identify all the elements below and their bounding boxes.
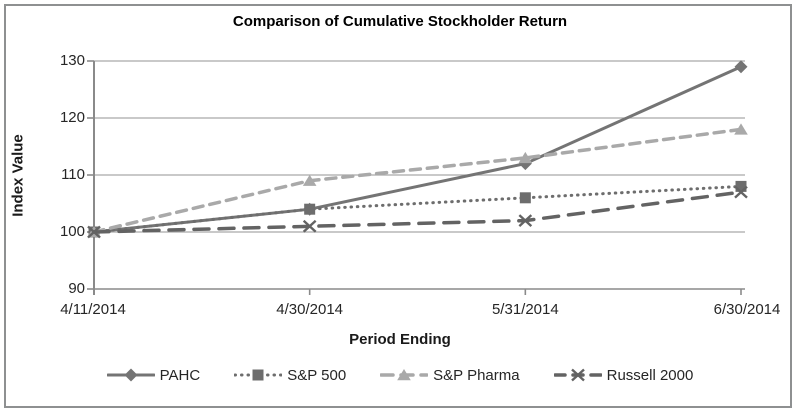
series-line	[92, 127, 743, 234]
y-tick-label: 130	[59, 52, 85, 69]
legend-item-russell-2000: Russell 2000	[553, 366, 694, 384]
y-tick-label: 100	[59, 223, 85, 240]
series-line	[92, 184, 743, 234]
chart-title: Comparison of Cumulative Stockholder Ret…	[232, 13, 568, 30]
legend-label: S&P Pharma	[433, 366, 520, 384]
legend-line-sample	[234, 369, 283, 381]
triangle-marker	[734, 123, 748, 135]
legend-item-s-p-pharma: S&P Pharma	[380, 366, 520, 384]
x-tick-label: 5/31/2014	[491, 301, 559, 318]
x-marker	[518, 214, 533, 227]
square-marker	[735, 180, 747, 192]
x-tick-label: 4/30/2014	[276, 301, 344, 318]
square-marker	[519, 192, 531, 204]
triangle-marker	[302, 174, 317, 186]
legend-label: Russell 2000	[606, 366, 694, 384]
x-tick-label: 4/11/2014	[60, 301, 126, 318]
legend-item-pahc: PAHC	[106, 366, 201, 384]
series-line	[92, 65, 743, 234]
diamond-marker	[124, 368, 138, 382]
legend-line-sample	[106, 368, 155, 382]
series-russell-2000	[87, 185, 748, 239]
diamond-marker	[734, 60, 748, 74]
x-axis-title: Period Ending	[349, 331, 451, 348]
series-s-p-pharma	[87, 123, 748, 238]
x-marker	[734, 185, 748, 199]
y-tick-label: 90	[68, 280, 85, 297]
y-tick-label: 110	[61, 166, 85, 183]
triangle-marker	[397, 369, 411, 381]
x-marker	[87, 225, 101, 239]
x-marker	[302, 219, 317, 233]
legend-line-sample	[380, 369, 429, 381]
legend-label: PAHC	[159, 366, 201, 384]
x-tick-label: 6/30/2014	[713, 301, 781, 318]
x-marker	[570, 368, 585, 382]
series-line	[92, 190, 743, 234]
legend-item-s-p-500: S&P 500	[234, 366, 346, 384]
triangle-marker	[518, 151, 533, 164]
legend-line-sample	[553, 368, 602, 382]
legend-label: S&P 500	[287, 366, 347, 384]
square-marker	[252, 369, 264, 381]
y-tick-label: 120	[59, 109, 85, 126]
chart-legend: PAHC S&P 500 S&P Pharma Russell 2000	[0, 366, 800, 384]
square-marker	[304, 203, 316, 215]
